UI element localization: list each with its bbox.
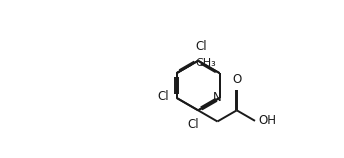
Text: Cl: Cl — [195, 40, 207, 53]
Text: CH₃: CH₃ — [196, 58, 216, 68]
Text: N: N — [213, 91, 221, 104]
Text: O: O — [232, 73, 241, 86]
Text: Cl: Cl — [157, 90, 169, 103]
Text: Cl: Cl — [187, 118, 199, 131]
Text: OH: OH — [258, 114, 276, 127]
